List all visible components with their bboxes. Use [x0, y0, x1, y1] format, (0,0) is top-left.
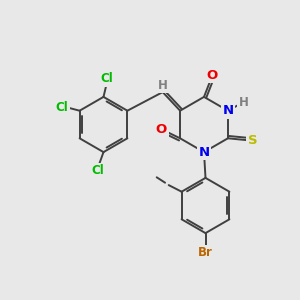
- Text: Br: Br: [198, 246, 213, 259]
- Text: H: H: [238, 96, 248, 109]
- Text: S: S: [248, 134, 257, 147]
- Text: O: O: [156, 123, 167, 136]
- Text: O: O: [207, 69, 218, 82]
- Text: Cl: Cl: [100, 72, 113, 86]
- Text: Cl: Cl: [91, 164, 104, 177]
- Text: N: N: [222, 104, 233, 117]
- Text: H: H: [158, 79, 168, 92]
- Text: Cl: Cl: [56, 101, 69, 114]
- Text: N: N: [198, 146, 210, 159]
